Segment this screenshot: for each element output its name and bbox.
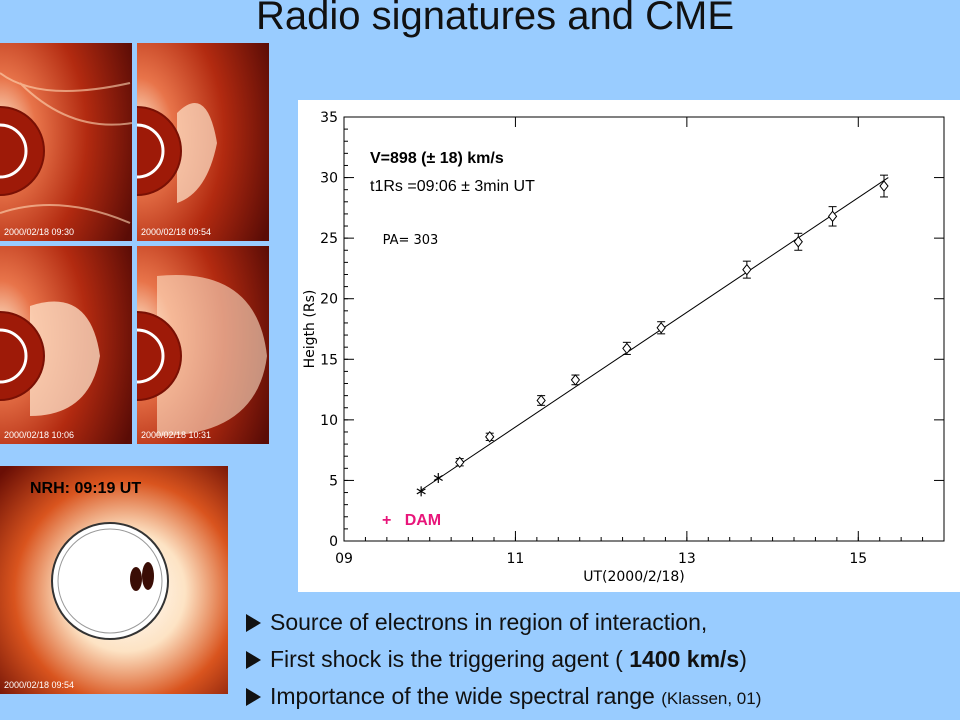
bullet-text-post: )	[739, 646, 747, 672]
velocity-text: V=898 (± 18) km/s	[370, 150, 504, 168]
nrh-image-graphic	[0, 466, 228, 694]
slide-title: Radio signatures and CME	[0, 0, 960, 39]
arrow-bullet-icon	[246, 614, 261, 632]
lasco-stamp-0930: 2000/02/18 09:30	[4, 227, 74, 237]
data-point-diamond	[623, 342, 631, 354]
citation: (Klassen, 01)	[661, 689, 761, 708]
bullet-item: Importance of the wide spectral range (K…	[246, 678, 958, 717]
data-point-diamond	[486, 432, 494, 442]
y-tick-label: 25	[320, 231, 338, 247]
bullet-text: Source of electrons in region of interac…	[270, 609, 707, 635]
dam-label: DAM	[405, 512, 441, 529]
data-point-diamond	[571, 375, 579, 385]
y-tick-label: 0	[329, 534, 338, 550]
y-tick-label: 5	[329, 473, 338, 489]
velocity-annotation: V=898 (± 18) km/s t1Rs =09:06 ± 3min UT	[360, 140, 653, 208]
x-axis-label: UT(2000/2/18)	[583, 569, 685, 585]
dam-annotation: + DAM	[382, 512, 441, 530]
y-tick-label: 35	[320, 110, 338, 126]
fit-line	[421, 178, 888, 491]
data-point-diamond	[829, 207, 837, 226]
arrow-bullet-icon	[246, 651, 261, 669]
nrh-image: 2000/02/18 09:54	[0, 466, 228, 694]
lasco-image-1031: 2000/02/18 10:31	[137, 246, 269, 444]
pa-label: PA= 303	[383, 233, 439, 248]
y-tick-label: 15	[320, 352, 338, 368]
y-tick-label: 30	[320, 171, 338, 187]
y-axis-label: Heigth (Rs)	[302, 290, 318, 369]
lasco-image-0930: 2000/02/18 09:30	[0, 43, 132, 241]
diamond-marker	[537, 395, 545, 405]
bullet-text-pre: First shock is the triggering agent (	[270, 646, 629, 672]
x-tick-label: 11	[507, 551, 525, 567]
data-point-diamond	[657, 322, 665, 334]
data-point-diamond	[456, 457, 464, 467]
data-point-diamond	[743, 261, 751, 278]
data-point-asterisk	[434, 473, 443, 483]
lasco-stamp-0954: 2000/02/18 09:54	[141, 227, 211, 237]
lasco-image-1031-graphic	[137, 246, 269, 444]
lasco-image-0954-graphic	[137, 43, 269, 241]
x-tick-label: 09	[335, 551, 353, 567]
lasco-image-1006-graphic	[0, 246, 132, 444]
bullet-item: Source of electrons in region of interac…	[246, 604, 958, 641]
y-tick-label: 10	[320, 413, 338, 429]
t1rs-text: t1Rs =09:06 ± 3min UT	[370, 178, 535, 196]
diamond-marker	[794, 237, 802, 247]
diamond-marker	[623, 343, 631, 353]
nrh-stamp: 2000/02/18 09:54	[4, 680, 74, 690]
bullet-text-pre: Importance of the wide spectral range	[270, 683, 661, 709]
lasco-image-1006: 2000/02/18 10:06	[0, 246, 132, 444]
diamond-marker	[743, 265, 751, 275]
arrow-bullet-icon	[246, 688, 261, 706]
lasco-stamp-1006: 2000/02/18 10:06	[4, 430, 74, 440]
diamond-marker	[571, 375, 579, 385]
y-tick-label: 20	[320, 292, 338, 308]
data-point-diamond	[537, 395, 545, 405]
nrh-label: NRH: 09:19 UT	[30, 480, 141, 498]
x-tick-label: 13	[678, 551, 696, 567]
lasco-stamp-1031: 2000/02/18 10:31	[141, 430, 211, 440]
x-tick-label: 15	[849, 551, 867, 567]
bullet-list: Source of electrons in region of interac…	[246, 604, 958, 717]
lasco-image-0954: 2000/02/18 09:54	[137, 43, 269, 241]
lasco-image-0930-graphic	[0, 43, 132, 241]
bullet-item: First shock is the triggering agent ( 14…	[246, 641, 958, 678]
dam-marker: +	[382, 512, 391, 529]
bullet-text-bold: 1400 km/s	[629, 646, 739, 672]
